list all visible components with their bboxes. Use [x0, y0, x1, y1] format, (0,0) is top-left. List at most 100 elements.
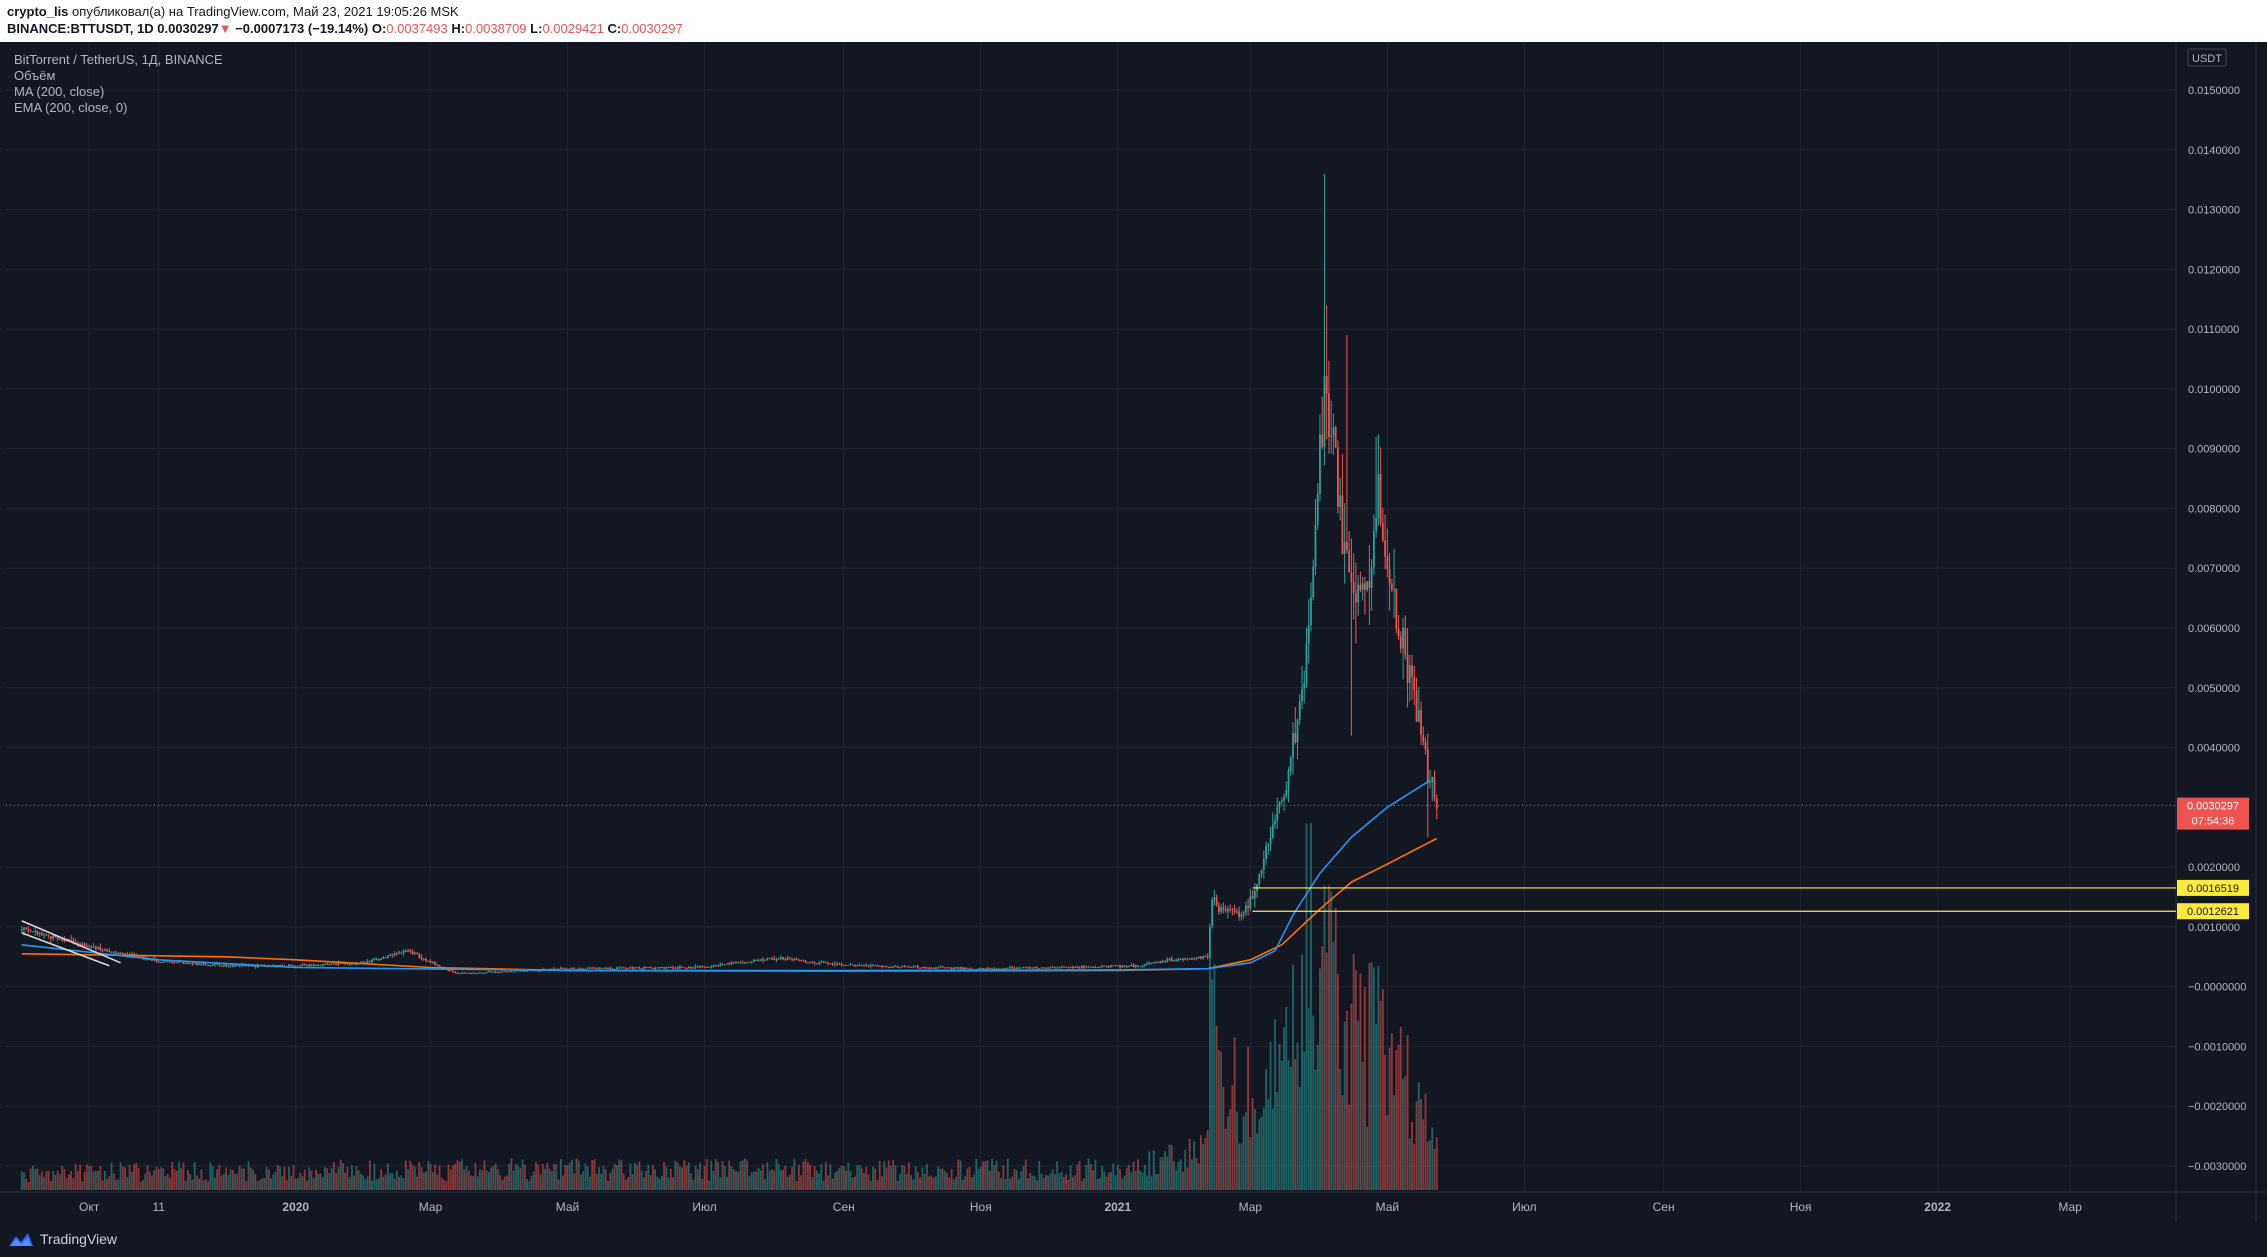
candle-body — [200, 963, 203, 965]
level-label-bg-1 — [2177, 879, 2249, 896]
volume-bar — [488, 1171, 490, 1190]
volume-bar — [200, 1169, 203, 1190]
volume-bar — [905, 1173, 908, 1190]
candle-body — [905, 966, 908, 968]
candle-body — [1265, 845, 1267, 860]
candle-body — [508, 971, 511, 973]
candle-body — [820, 962, 823, 964]
candle-body — [899, 967, 901, 969]
volume-bar — [182, 1162, 185, 1190]
legend-ma[interactable]: MA (200, close) — [14, 84, 105, 99]
volume-bar — [99, 1165, 102, 1190]
brand[interactable]: TradingView — [8, 1231, 117, 1247]
volume-bar — [146, 1165, 149, 1190]
y-tick-label: 0.0130000 — [2188, 205, 2240, 217]
candle-body — [1114, 965, 1117, 967]
candle-body — [802, 960, 805, 962]
volume-bar — [517, 1165, 520, 1190]
candle-body — [833, 963, 836, 965]
candle-body — [1024, 967, 1027, 969]
candle-body — [984, 968, 987, 970]
candle-body — [389, 954, 391, 956]
ema-200-line — [21, 837, 1438, 972]
candle-body — [1213, 897, 1216, 900]
candle-body — [1366, 581, 1369, 590]
volume-bar — [519, 1167, 522, 1190]
volume-bar — [600, 1173, 603, 1190]
candle-body — [409, 950, 412, 952]
volume-bar — [1229, 1109, 1232, 1190]
chart-svg[interactable]: 0.0016519 0.0012621 0.0030297 07:54:36 0.015… — [0, 42, 2267, 1222]
volume-bar — [1213, 964, 1216, 1190]
candle-body — [411, 951, 414, 954]
volume-bar — [775, 1158, 778, 1190]
candle-body — [1233, 909, 1236, 913]
candle-body — [288, 964, 290, 967]
candle-body — [732, 962, 735, 964]
ma-200-line — [21, 779, 1431, 972]
candle-body — [1004, 968, 1007, 970]
volume-bar — [872, 1166, 874, 1190]
candle-body — [1161, 960, 1164, 962]
volume-bar — [1413, 1143, 1416, 1190]
volume-bar — [584, 1163, 587, 1190]
legend-ema[interactable]: EMA (200, close, 0) — [14, 100, 128, 115]
candle-body — [586, 967, 589, 969]
volume-bar — [609, 1173, 612, 1190]
candle-body — [222, 964, 225, 966]
volume-bar — [1247, 1046, 1249, 1190]
volume-bar — [191, 1179, 194, 1190]
candle-body — [1038, 968, 1041, 970]
legend-volume[interactable]: Объём — [14, 68, 56, 83]
volume-bar — [1209, 955, 1211, 1190]
volume-bar — [61, 1166, 64, 1190]
candle-body — [824, 961, 827, 963]
volume-bar — [1045, 1174, 1047, 1190]
volume-bar — [1339, 1068, 1342, 1190]
volume-bar — [254, 1174, 257, 1190]
candle-body — [1363, 583, 1366, 590]
volume-bar — [1020, 1171, 1023, 1190]
candle-body — [584, 968, 587, 970]
volume-bar — [155, 1166, 158, 1190]
volume-bar — [1415, 1101, 1418, 1190]
volume-bar — [1197, 1163, 1200, 1190]
candle-body — [723, 964, 726, 966]
candle-body — [809, 962, 812, 964]
candle-body — [1204, 956, 1207, 958]
chart-area[interactable]: 0.0016519 0.0012621 0.0030297 07:54:36 0.015… — [0, 42, 2267, 1222]
candle-body — [660, 967, 663, 969]
volume-bar — [117, 1179, 120, 1190]
candle-body — [876, 965, 879, 967]
candle-body — [557, 968, 560, 970]
volume-bar — [344, 1172, 347, 1190]
candle-body — [458, 973, 461, 975]
candle-body — [193, 962, 196, 964]
volume-bar — [1206, 1130, 1209, 1190]
volume-bar — [782, 1169, 785, 1190]
volume-bar — [1341, 1095, 1344, 1190]
volume-bar — [1240, 1143, 1243, 1190]
author-name[interactable]: crypto_lis — [7, 4, 69, 19]
volume-bar — [1310, 823, 1312, 1190]
candle-body — [863, 964, 865, 966]
volume-bar — [1296, 1042, 1299, 1190]
volume-bar — [544, 1168, 546, 1190]
volume-bar — [418, 1162, 421, 1190]
volume-bar — [1265, 1069, 1267, 1190]
volume-bar — [350, 1165, 353, 1190]
y-tick-label: 0.0040000 — [2188, 743, 2240, 755]
volume-bar — [258, 1180, 261, 1190]
volume-bar — [263, 1178, 266, 1190]
volume-bar — [391, 1173, 394, 1190]
candle-body — [1420, 710, 1422, 736]
candle-body — [1370, 567, 1373, 588]
volume-bar — [1146, 1175, 1148, 1190]
candle-body — [815, 963, 818, 965]
candle-body — [476, 973, 479, 975]
volume-bar — [359, 1173, 362, 1190]
volume-bar — [133, 1164, 135, 1190]
volume-bar — [1330, 891, 1333, 1190]
volume-bar — [548, 1168, 551, 1190]
volume-bar — [598, 1167, 600, 1190]
